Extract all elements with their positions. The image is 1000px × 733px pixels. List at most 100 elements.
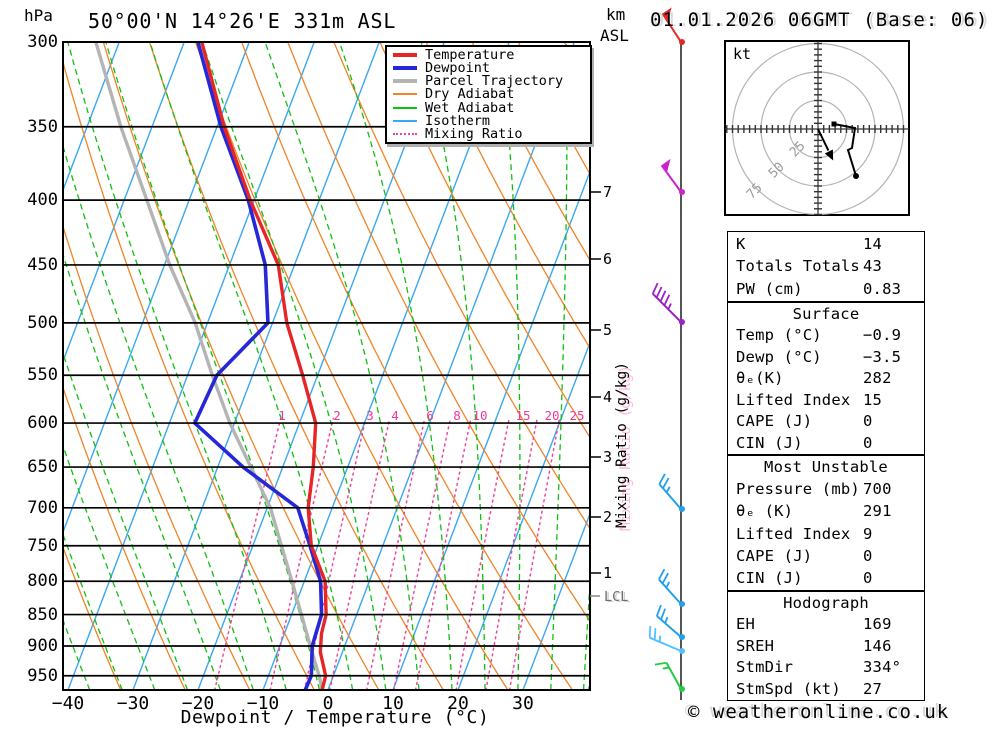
stats-value: 146 (863, 636, 892, 655)
stats-label: Temp (°C) (736, 326, 822, 344)
stats-value: −3.5 (863, 347, 902, 366)
lcl-marker-label: LCL (604, 589, 629, 605)
stats-value: 169 (863, 615, 892, 633)
mixing-ratio-value: 15 (515, 408, 531, 423)
run-datetime: 01.01.2026 06GMT (Base: 06) (650, 9, 989, 31)
mixing-ratio-value: 8 (453, 408, 461, 423)
temperature-tick-label: −30 (116, 693, 150, 714)
pressure-tick-label: 650 (27, 457, 58, 478)
mixing-ratio-axis-title: Mixing Ratio (g/kg) (614, 362, 630, 528)
stats-value: 0 (863, 433, 873, 452)
temperature-tick-label: 20 (447, 693, 469, 714)
temperature-tick-label: 30 (512, 693, 534, 714)
stats-row: SREH 146 (728, 636, 924, 657)
mixing-ratio-value: 2 (333, 408, 341, 423)
stats-row: K 14 (728, 234, 924, 255)
stats-table-header: Hodograph (783, 593, 869, 612)
km-tick-label: 4 (603, 388, 613, 406)
stats-value: 334° (863, 658, 902, 676)
stats-value: 0 (863, 412, 873, 430)
stats-row: PW (cm) 0.83 (728, 279, 924, 300)
stats-label: CIN (J) (736, 568, 803, 587)
temperature-tick-label: −40 (51, 693, 85, 714)
stats-row: θₑ(K) 282 (728, 368, 924, 389)
legend-swatch-wet-adiabat (393, 106, 417, 109)
stats-label: CAPE (J) (736, 412, 813, 430)
hodograph-unit-label: kt (733, 45, 752, 63)
stats-table-header: Surface (792, 304, 860, 323)
km-tick-label: 6 (603, 250, 613, 268)
mixing-ratio-value: 10 (472, 408, 488, 423)
km-tick-label: 7 (603, 183, 613, 201)
legend-label: Dry Adiabat (425, 86, 515, 103)
altitude-axis-unit-km: km (606, 5, 626, 24)
temperature-tick-label: 10 (382, 693, 404, 714)
stats-row: Dewp (°C) −3.5 (728, 347, 924, 368)
pressure-tick-label: 300 (27, 32, 58, 52)
stats-label: StmSpd (kt) (736, 679, 841, 698)
temperature-tick-label: 0 (322, 693, 334, 714)
pressure-tick-label: 900 (27, 635, 58, 656)
legend-swatch-parcel-trajectory (393, 79, 417, 84)
copyright: © weatheronline.co.uk (688, 701, 950, 723)
stats-table-surface: Surface Temp (°C) −0.9 Dewp (°C) −3.5 θₑ(K) 28… (727, 302, 925, 455)
stats-row: Lifted Index 9 (728, 524, 924, 545)
stats-value: 0 (863, 546, 873, 565)
legend-label: Mixing Ratio (425, 126, 523, 143)
stats-value: 700 (863, 480, 892, 499)
pressure-tick-label: 400 (27, 190, 58, 211)
stats-label: K (736, 234, 746, 253)
stats-row: CIN (J) 0 (728, 433, 924, 454)
legend-swatch-isotherm (393, 120, 417, 123)
stats-table-hodograph: Hodograph EH 169 SREH 146 StmDir 334° StmSpd (k… (727, 591, 925, 701)
stats-row: CAPE (J) 0 (728, 546, 924, 567)
pressure-tick-label: 500 (27, 312, 58, 333)
stats-row: CIN (J) 0 (728, 568, 924, 589)
stats-value: 43 (863, 257, 883, 275)
legend-label: Isotherm (425, 113, 491, 130)
stats-label: SREH (736, 636, 775, 655)
stats-label: StmDir (736, 658, 794, 676)
pressure-tick-label: 950 (27, 665, 58, 686)
legend-item: Isotherm (387, 113, 590, 130)
stats-table-indices: K 14 Totals Totals 43 PW (cm) 0.83 (727, 231, 925, 302)
temperature-tick-label: −20 (181, 693, 215, 714)
legend-item: Parcel Trajectory (387, 73, 590, 90)
legend-label: Dewpoint (425, 59, 491, 76)
stats-row: StmSpd (kt) 27 (728, 679, 924, 700)
chart-legend: Temperature Dewpoint Parcel Trajectory Dry … (385, 45, 592, 144)
stats-label: Lifted Index (736, 390, 851, 409)
stats-value: 282 (863, 369, 892, 387)
stats-label: Pressure (mb) (736, 480, 860, 499)
stats-label: EH (736, 615, 756, 633)
stats-label: Lifted Index (736, 524, 851, 543)
x-axis-title: Dewpoint / Temperature (°C) (180, 707, 490, 728)
legend-item: Dry Adiabat (387, 86, 590, 103)
station-title: 50°00'N 14°26'E 331m ASL (88, 9, 397, 33)
stats-value: 0 (863, 568, 873, 587)
mixing-ratio-value: 3 (366, 408, 374, 423)
km-tick-label: 2 (603, 508, 613, 526)
legend-item: Wet Adiabat (387, 99, 590, 116)
legend-label: Parcel Trajectory (425, 73, 564, 90)
mixing-ratio-value: 4 (391, 408, 399, 423)
stats-value: 14 (863, 234, 883, 253)
mixing-ratio-value: 1 (278, 408, 286, 423)
legend-swatch-temperature (393, 52, 417, 57)
stats-table-header: Most Unstable (764, 458, 888, 477)
stats-label: PW (cm) (736, 279, 803, 298)
legend-label: Wet Adiabat (425, 99, 515, 116)
stats-row: Lifted Index 15 (728, 390, 924, 411)
pressure-tick-label: 350 (27, 116, 58, 137)
stats-value: 9 (863, 524, 873, 543)
pressure-axis-unit: hPa (24, 6, 53, 25)
temperature-tick-label: −10 (246, 693, 280, 714)
km-tick-label: 1 (603, 564, 613, 582)
stats-label: θₑ (K) (736, 502, 794, 521)
stats-row: Totals Totals 43 (728, 256, 924, 277)
legend-swatch-dewpoint (393, 65, 417, 70)
pressure-tick-label: 600 (27, 413, 58, 434)
pressure-tick-label: 450 (27, 254, 58, 275)
legend-item: Dewpoint (387, 59, 590, 76)
